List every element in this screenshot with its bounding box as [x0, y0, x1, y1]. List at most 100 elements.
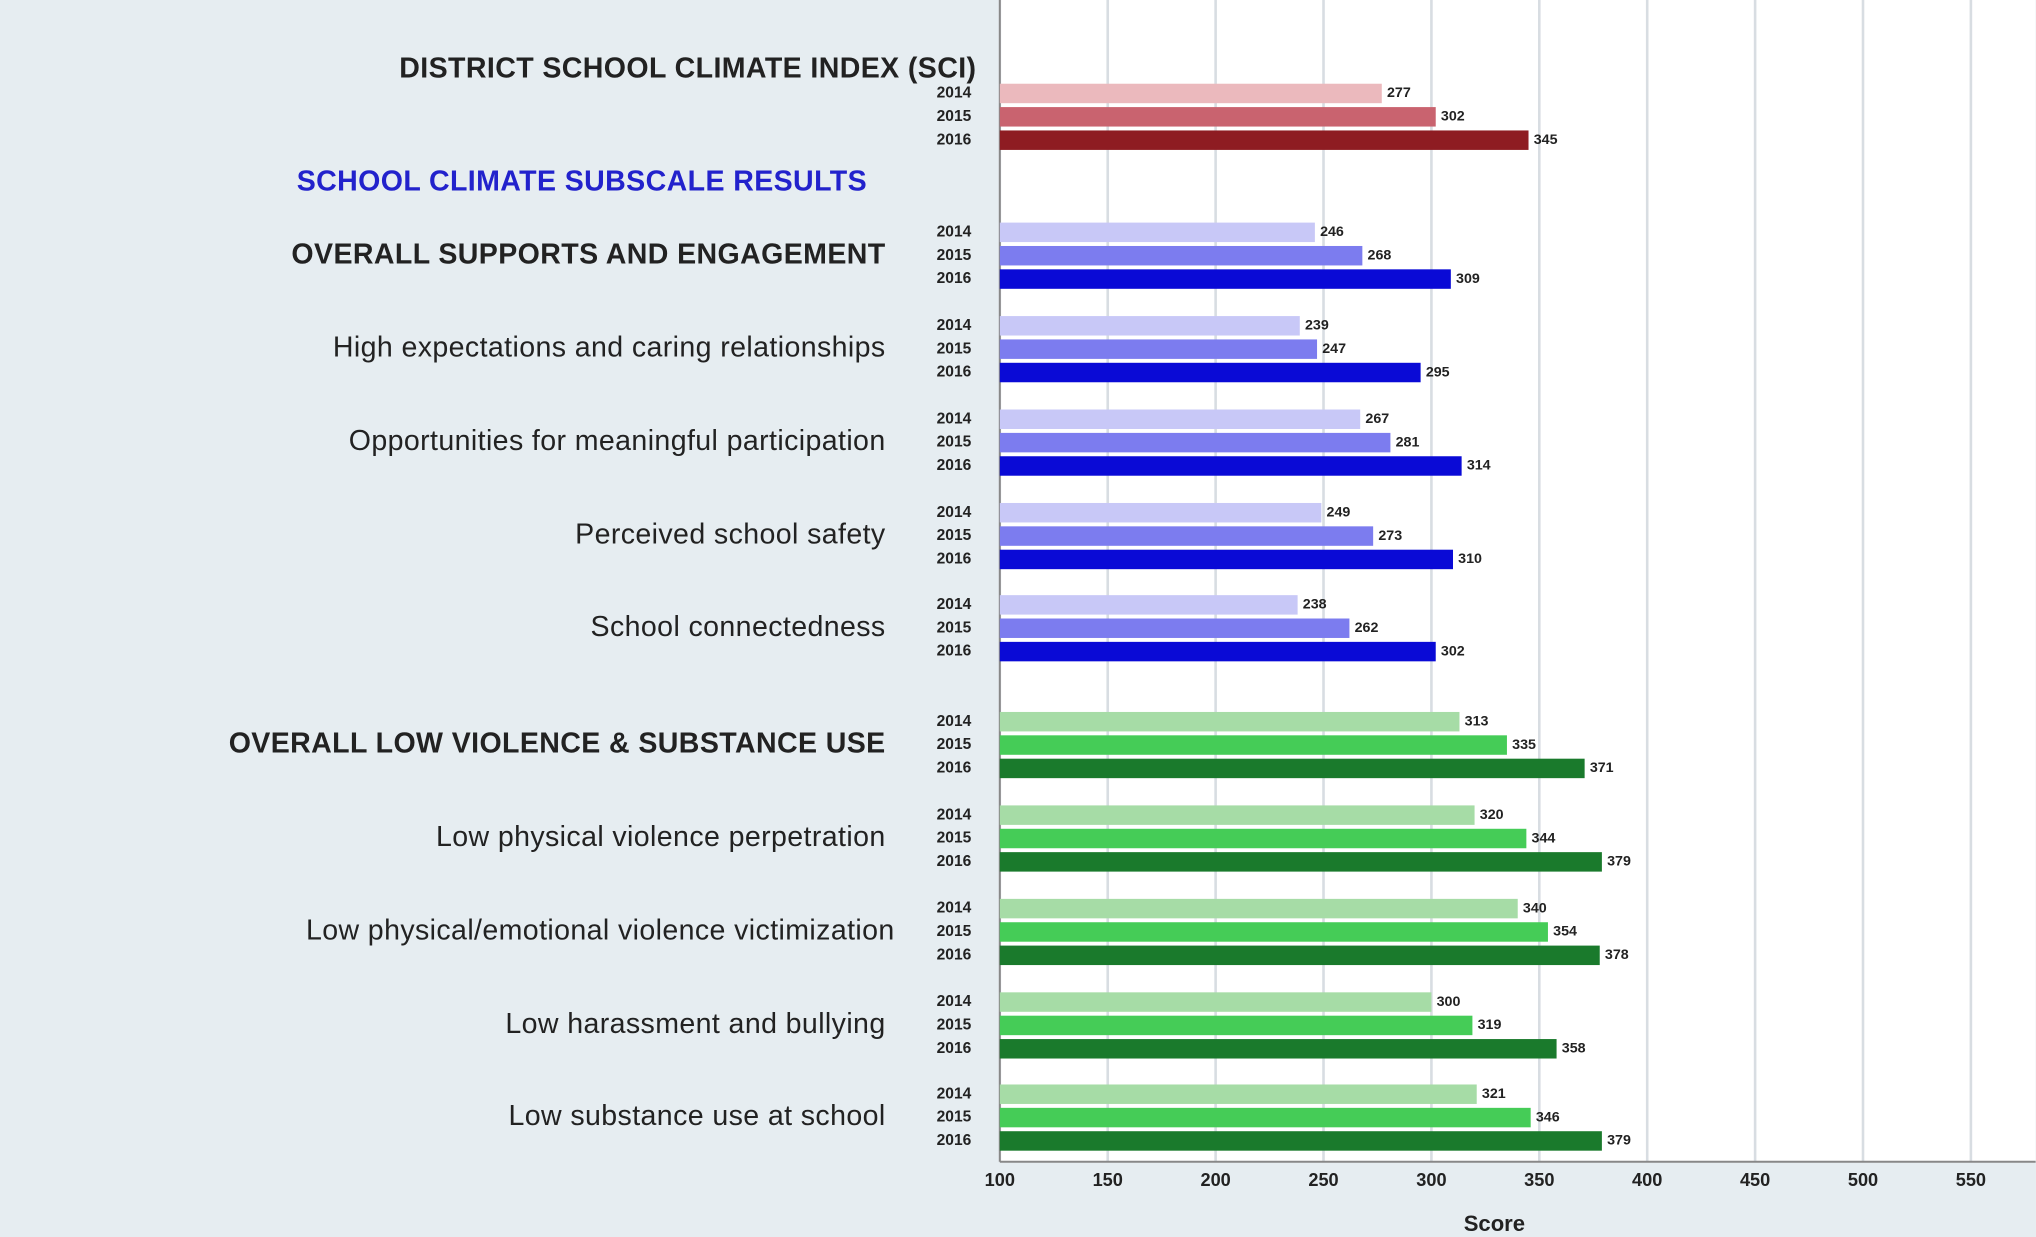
value-label: 313	[1465, 713, 1489, 729]
bar	[999, 758, 1585, 779]
bar	[999, 222, 1315, 243]
x-tick-label: 150	[1093, 1170, 1123, 1190]
group-label: High expectations and caring relationshi…	[333, 332, 886, 364]
group-label: Low physical violence perpetration	[436, 821, 886, 853]
year-label: 2016	[937, 643, 972, 660]
year-label: 2014	[937, 806, 972, 823]
bar	[999, 805, 1475, 825]
value-label: 379	[1607, 1133, 1631, 1149]
bar	[999, 595, 1298, 615]
bar	[999, 618, 1350, 638]
bar	[999, 1107, 1531, 1128]
year-label: 2016	[937, 853, 972, 870]
value-label: 247	[1322, 341, 1346, 357]
year-label: 2015	[937, 434, 972, 451]
year-label: 2016	[937, 131, 972, 148]
bar	[999, 945, 1600, 966]
value-label: 346	[1536, 1109, 1560, 1125]
bar	[999, 83, 1382, 104]
year-label: 2015	[937, 1109, 972, 1126]
year-label: 2014	[937, 85, 972, 102]
value-label: 358	[1562, 1041, 1586, 1057]
year-label: 2014	[937, 317, 972, 334]
bar	[999, 1039, 1557, 1059]
value-label: 344	[1532, 830, 1556, 846]
value-label: 335	[1512, 737, 1536, 753]
year-label: 2015	[937, 923, 972, 940]
bar	[999, 992, 1432, 1012]
year-label: 2014	[937, 713, 972, 730]
bar	[999, 641, 1436, 662]
value-label: 273	[1378, 528, 1402, 544]
bar	[999, 711, 1460, 732]
year-label: 2014	[937, 993, 972, 1010]
bar	[999, 316, 1300, 336]
year-label: 2014	[937, 223, 972, 240]
value-label: 267	[1365, 411, 1389, 427]
x-tick-label: 200	[1200, 1170, 1230, 1190]
year-label: 2015	[937, 340, 972, 357]
year-label: 2015	[937, 830, 972, 847]
year-label: 2014	[937, 1085, 972, 1102]
group-label: Perceived school safety	[575, 519, 886, 551]
value-label: 321	[1482, 1086, 1506, 1102]
group-label: Low physical/emotional violence victimiz…	[306, 915, 895, 947]
year-label: 2015	[937, 527, 972, 544]
year-label: 2016	[937, 1040, 972, 1057]
value-label: 314	[1467, 458, 1491, 474]
value-label: 262	[1355, 620, 1379, 636]
value-label: 378	[1605, 947, 1629, 963]
bar	[999, 269, 1451, 289]
year-label: 2015	[937, 619, 972, 636]
value-label: 309	[1456, 271, 1480, 287]
year-label: 2016	[937, 270, 972, 287]
value-label: 302	[1441, 643, 1465, 659]
bar	[999, 502, 1322, 523]
x-tick-label: 100	[985, 1170, 1015, 1190]
year-label: 2016	[937, 760, 972, 777]
x-tick-label: 450	[1740, 1170, 1770, 1190]
bar	[999, 456, 1462, 476]
x-tick-label: 550	[1956, 1170, 1986, 1190]
year-label: 2016	[937, 551, 972, 568]
x-tick-label: 250	[1308, 1170, 1338, 1190]
year-label: 2016	[937, 364, 972, 381]
year-label: 2015	[937, 247, 972, 264]
value-label: 249	[1327, 504, 1351, 520]
section-label: SCHOOL CLIMATE SUBSCALE RESULTS	[297, 166, 867, 198]
bar	[999, 1084, 1477, 1104]
year-label: 2015	[937, 1017, 972, 1034]
year-label: 2015	[937, 736, 972, 753]
bar	[999, 1015, 1473, 1036]
year-label: 2015	[937, 108, 972, 125]
bar	[999, 852, 1602, 872]
value-label: 239	[1305, 318, 1329, 334]
bar	[999, 245, 1363, 266]
group-label: Opportunities for meaningful participati…	[349, 425, 886, 457]
x-tick-label: 350	[1524, 1170, 1554, 1190]
group-label: Low harassment and bullying	[505, 1008, 885, 1040]
bar	[999, 922, 1548, 942]
bar	[999, 526, 1374, 546]
bar	[999, 130, 1529, 150]
value-label: 320	[1480, 807, 1504, 823]
value-label: 300	[1437, 994, 1461, 1010]
bar	[999, 362, 1421, 383]
year-label: 2016	[937, 457, 972, 474]
value-label: 277	[1387, 85, 1411, 101]
value-label: 302	[1441, 109, 1465, 125]
value-label: 310	[1458, 551, 1482, 567]
bar	[999, 898, 1518, 919]
value-label: 345	[1534, 132, 1558, 148]
year-label: 2016	[937, 946, 972, 963]
year-label: 2014	[937, 900, 972, 917]
value-label: 295	[1426, 364, 1450, 380]
value-label: 319	[1478, 1017, 1502, 1033]
value-label: 340	[1523, 900, 1547, 916]
year-label: 2014	[937, 596, 972, 613]
bar	[999, 549, 1453, 570]
bar	[999, 107, 1436, 127]
group-label: School connectedness	[591, 611, 886, 643]
year-label: 2016	[937, 1132, 972, 1149]
